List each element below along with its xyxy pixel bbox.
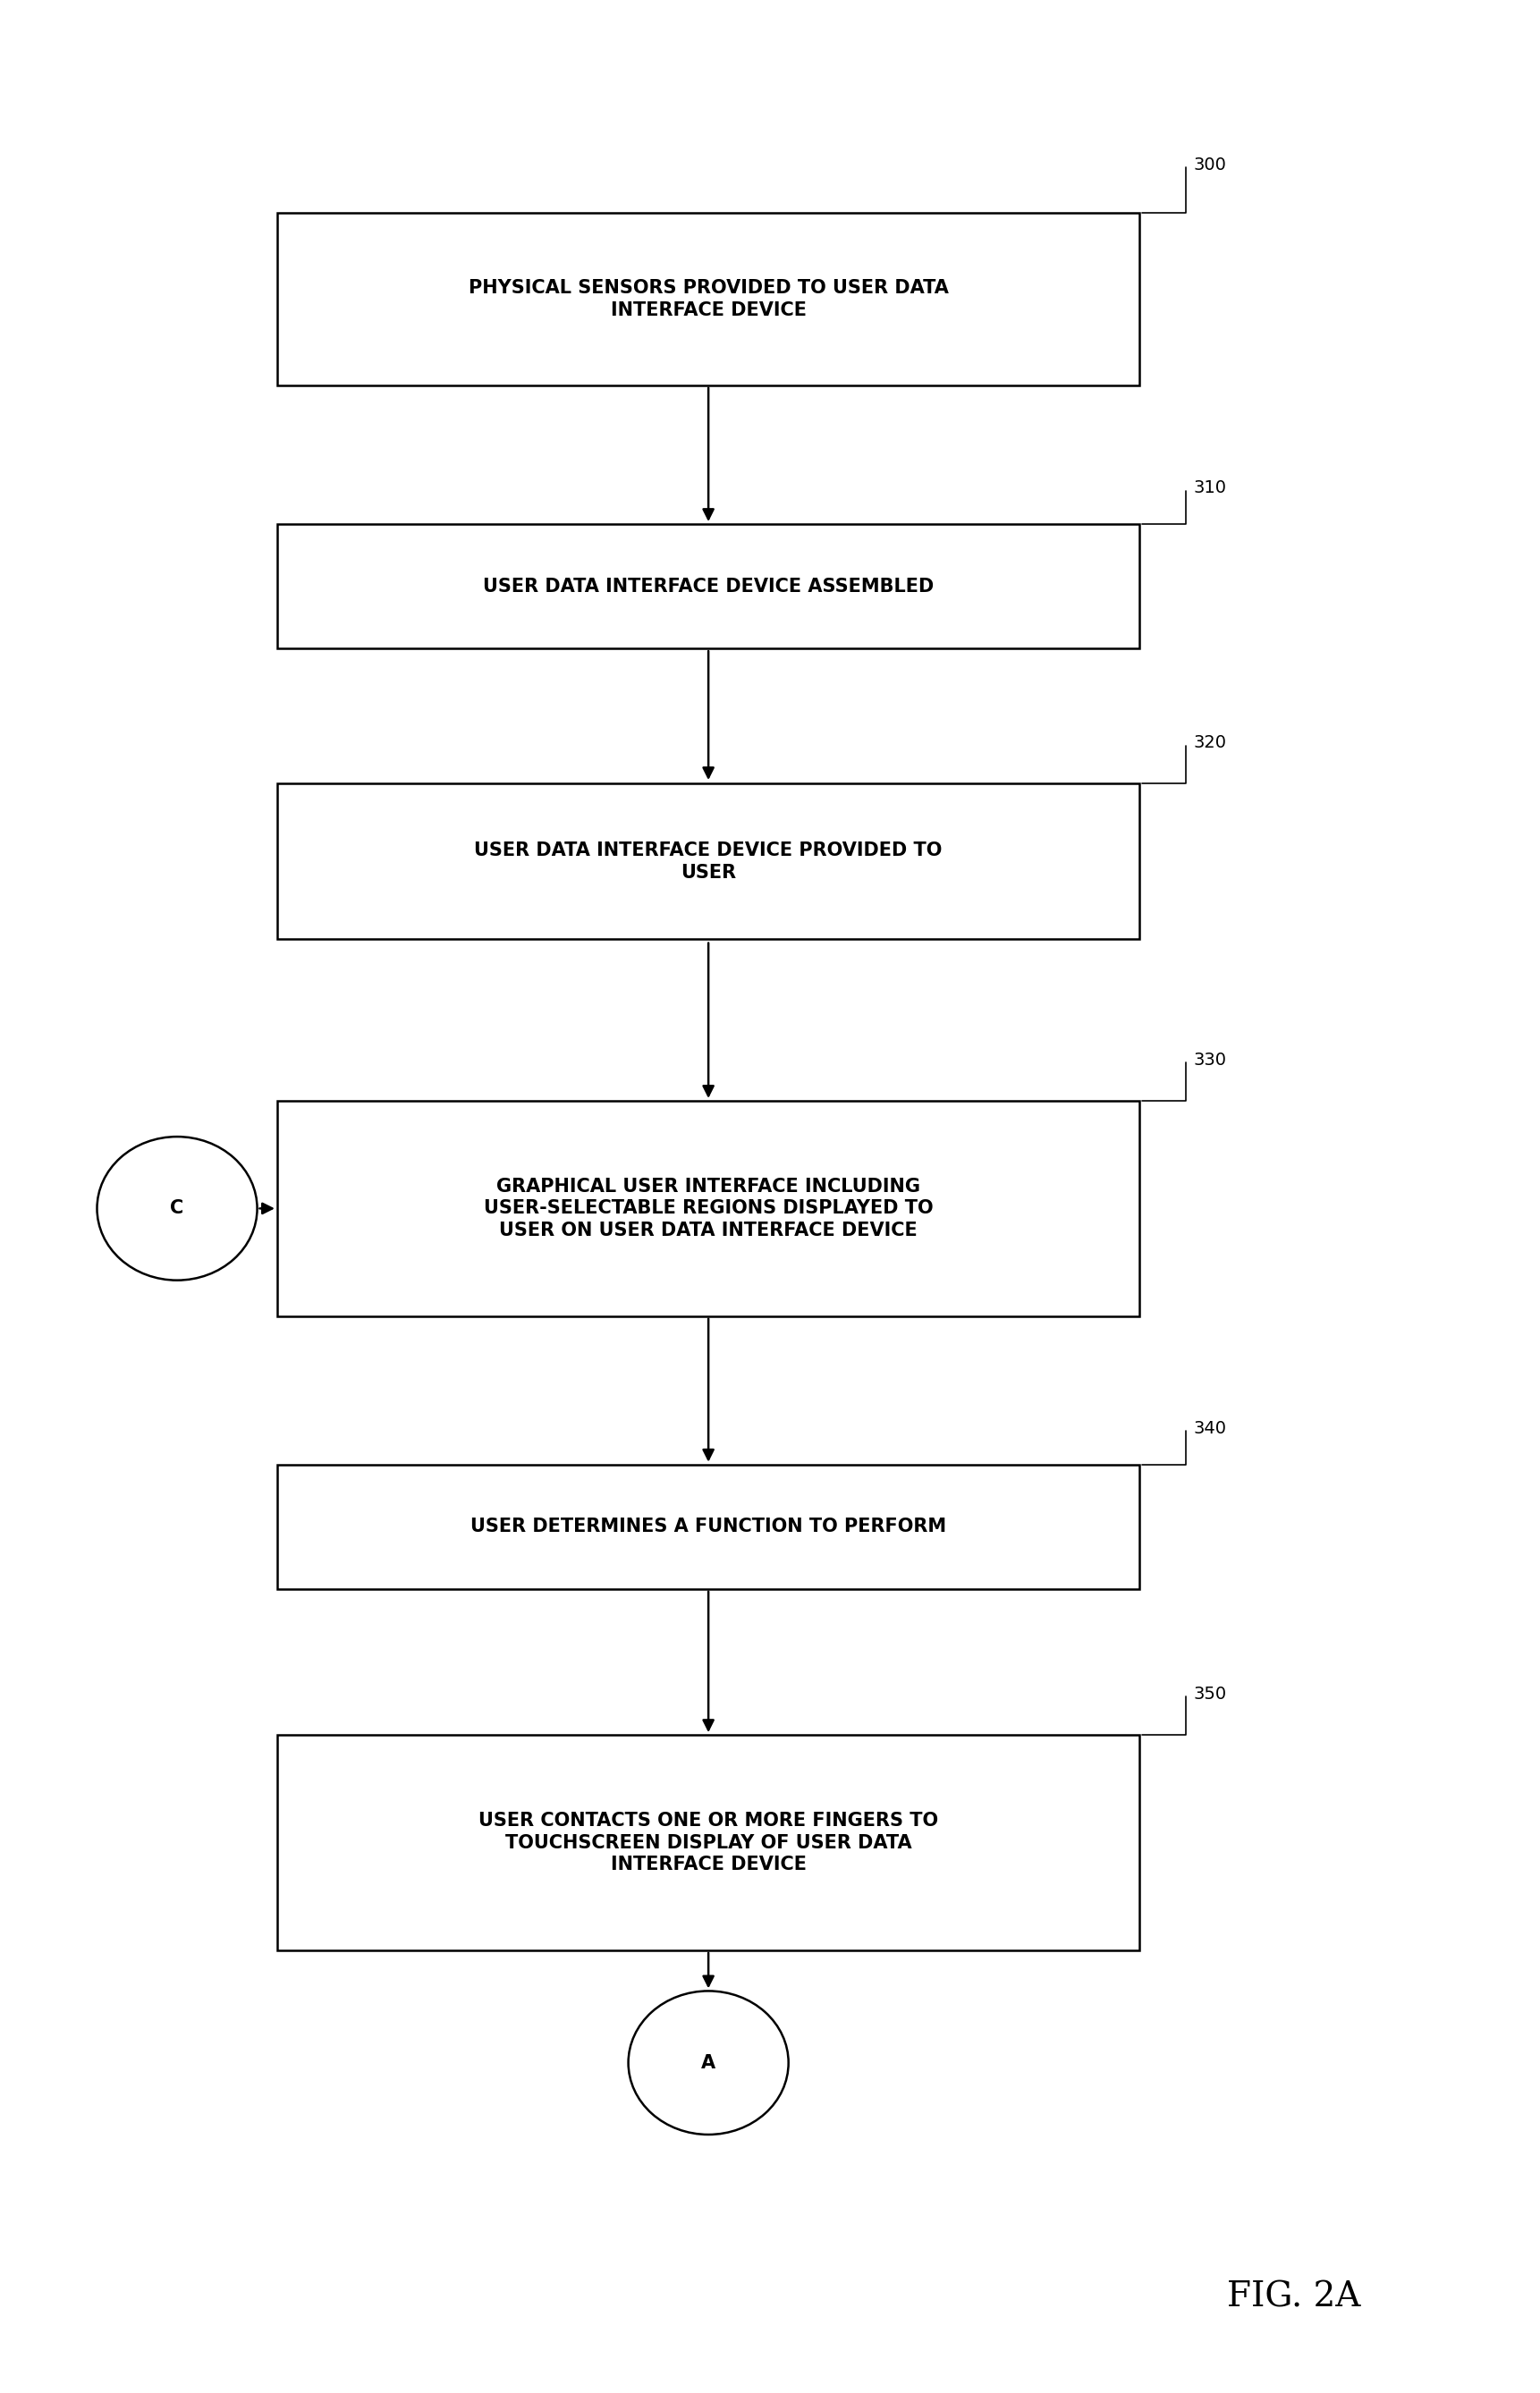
Text: 350: 350 bbox=[1194, 1685, 1227, 1704]
Text: FIG. 2A: FIG. 2A bbox=[1227, 2281, 1360, 2314]
Text: C: C bbox=[171, 1199, 183, 1218]
Text: 340: 340 bbox=[1194, 1419, 1226, 1438]
Text: 320: 320 bbox=[1194, 735, 1226, 751]
Text: USER DATA INTERFACE DEVICE ASSEMBLED: USER DATA INTERFACE DEVICE ASSEMBLED bbox=[484, 577, 933, 596]
FancyBboxPatch shape bbox=[277, 213, 1140, 385]
FancyBboxPatch shape bbox=[277, 524, 1140, 649]
FancyBboxPatch shape bbox=[277, 1101, 1140, 1316]
Text: USER CONTACTS ONE OR MORE FINGERS TO
TOUCHSCREEN DISPLAY OF USER DATA
INTERFACE : USER CONTACTS ONE OR MORE FINGERS TO TOU… bbox=[479, 1812, 938, 1874]
Text: 300: 300 bbox=[1194, 156, 1226, 175]
FancyBboxPatch shape bbox=[277, 1735, 1140, 1950]
Text: 330: 330 bbox=[1194, 1051, 1226, 1070]
Text: A: A bbox=[701, 2053, 716, 2072]
Text: GRAPHICAL USER INTERFACE INCLUDING
USER-SELECTABLE REGIONS DISPLAYED TO
USER ON : GRAPHICAL USER INTERFACE INCLUDING USER-… bbox=[484, 1177, 933, 1240]
Ellipse shape bbox=[97, 1137, 257, 1280]
FancyBboxPatch shape bbox=[277, 783, 1140, 938]
Ellipse shape bbox=[628, 1991, 788, 2135]
Text: USER DATA INTERFACE DEVICE PROVIDED TO
USER: USER DATA INTERFACE DEVICE PROVIDED TO U… bbox=[474, 842, 942, 881]
Text: 310: 310 bbox=[1194, 479, 1226, 498]
Text: USER DETERMINES A FUNCTION TO PERFORM: USER DETERMINES A FUNCTION TO PERFORM bbox=[470, 1517, 947, 1536]
Text: PHYSICAL SENSORS PROVIDED TO USER DATA
INTERFACE DEVICE: PHYSICAL SENSORS PROVIDED TO USER DATA I… bbox=[468, 280, 949, 318]
FancyBboxPatch shape bbox=[277, 1465, 1140, 1589]
